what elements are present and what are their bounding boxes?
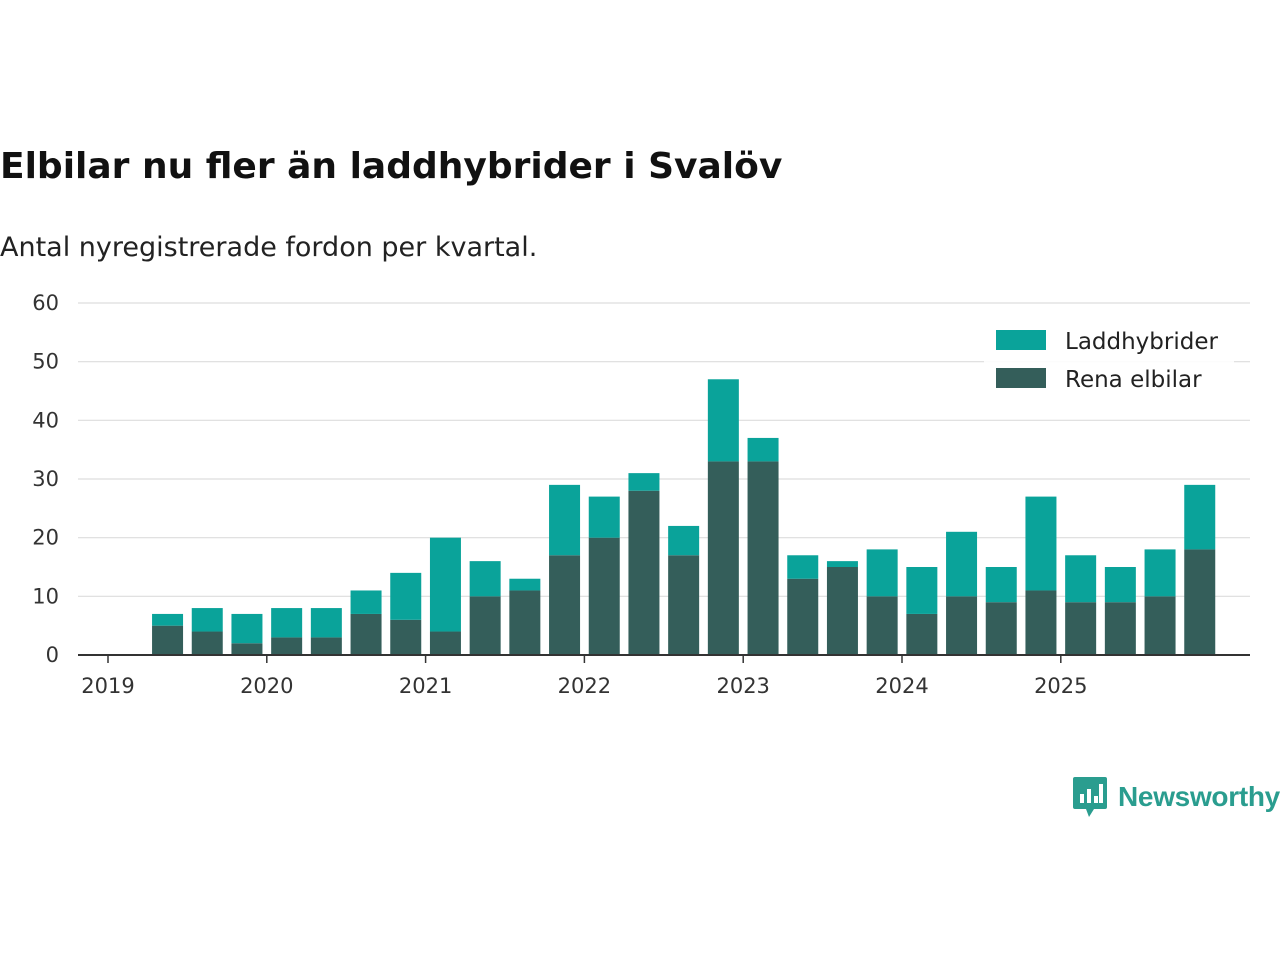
bar-rena-elbilar-2025-q4 <box>1184 549 1216 655</box>
bar-rena-elbilar-2020-q4 <box>390 619 422 655</box>
bar-laddhybrider-2025-q1 <box>1065 555 1097 603</box>
x-tick-label-2023: 2023 <box>716 674 769 698</box>
bar-rena-elbilar-2023-q2 <box>787 578 819 655</box>
bar-rena-elbilar-2023-q3 <box>826 567 858 655</box>
bar-laddhybrider-2023-q1 <box>747 437 779 462</box>
chart-title: Elbilar nu fler än laddhybrider i Svalöv <box>0 146 783 187</box>
legend-swatch-laddhybrider <box>996 330 1046 350</box>
bar-laddhybrider-2019-q4 <box>231 613 263 644</box>
bar-rena-elbilar-2022-q4 <box>707 461 739 655</box>
bar-laddhybrider-2020-q1 <box>271 608 303 638</box>
bar-laddhybrider-2025-q2 <box>1104 567 1136 603</box>
bar-rena-elbilar-2023-q4 <box>866 596 898 655</box>
bar-rena-elbilar-2022-q2 <box>628 490 660 655</box>
y-tick-label-10: 10 <box>32 584 59 608</box>
bar-rena-elbilar-2019-q2 <box>152 625 184 655</box>
y-tick-label-50: 50 <box>32 350 59 374</box>
bar-rena-elbilar-2022-q3 <box>668 555 700 655</box>
newsworthy-logo-icon <box>1073 777 1107 817</box>
x-tick-label-2025: 2025 <box>1034 674 1087 698</box>
bar-rena-elbilar-2021-q4 <box>549 555 581 655</box>
bar-rena-elbilar-2019-q4 <box>231 643 263 655</box>
y-tick-label-30: 30 <box>32 467 59 491</box>
legend-swatch-rena-elbilar <box>996 368 1046 388</box>
bar-laddhybrider-2022-q2 <box>628 473 660 491</box>
bar-laddhybrider-2023-q2 <box>787 555 819 579</box>
x-tick-label-2024: 2024 <box>875 674 928 698</box>
bar-rena-elbilar-2021-q1 <box>429 631 461 655</box>
bar-rena-elbilar-2024-q1 <box>906 613 938 655</box>
bar-laddhybrider-2021-q2 <box>469 561 501 597</box>
bar-laddhybrider-2024-q3 <box>985 567 1017 603</box>
bar-laddhybrider-2024-q1 <box>906 567 938 614</box>
bar-rena-elbilar-2023-q1 <box>747 461 779 655</box>
bar-rena-elbilar-2020-q2 <box>310 637 342 655</box>
bar-laddhybrider-2022-q4 <box>707 379 739 462</box>
legend-label-laddhybrider: Laddhybrider <box>1065 329 1218 355</box>
bar-rena-elbilar-2021-q2 <box>469 596 501 655</box>
bar-rena-elbilar-2019-q3 <box>191 631 223 655</box>
bar-laddhybrider-2020-q3 <box>350 590 382 614</box>
bar-laddhybrider-2020-q2 <box>310 608 342 638</box>
y-tick-label-0: 0 <box>46 643 59 667</box>
bar-laddhybrider-2022-q3 <box>668 525 700 556</box>
bar-laddhybrider-2023-q3 <box>826 561 858 567</box>
y-tick-label-60: 60 <box>32 291 59 315</box>
bars <box>152 379 1216 655</box>
newsworthy-brand: Newsworthy <box>1072 776 1280 818</box>
bar-rena-elbilar-2020-q3 <box>350 613 382 655</box>
x-tick-label-2020: 2020 <box>240 674 293 698</box>
axes: 0 10 20 30 40 50 60 2019 2020 2021 2022 2023 2024 202… <box>32 291 1250 698</box>
legend: Laddhybrider Rena elbilar <box>984 322 1234 408</box>
bar-rena-elbilar-2025-q3 <box>1144 596 1176 655</box>
y-tick-label-40: 40 <box>32 408 59 432</box>
bar-laddhybrider-2021-q3 <box>509 578 541 591</box>
bar-laddhybrider-2020-q4 <box>390 572 422 620</box>
bar-rena-elbilar-2020-q1 <box>271 637 303 655</box>
bar-laddhybrider-2024-q4 <box>1025 496 1057 591</box>
bar-laddhybrider-2019-q3 <box>191 608 223 632</box>
bar-laddhybrider-2019-q2 <box>152 613 184 626</box>
bar-laddhybrider-2024-q2 <box>946 531 978 597</box>
brand-name: Newsworthy <box>1118 781 1280 812</box>
bar-rena-elbilar-2025-q2 <box>1104 602 1136 655</box>
bar-rena-elbilar-2024-q4 <box>1025 590 1057 655</box>
bar-rena-elbilar-2024-q2 <box>946 596 978 655</box>
bar-laddhybrider-2021-q1 <box>429 537 461 632</box>
stacked-bar-chart: 0 10 20 30 40 50 60 2019 2020 2021 2022 2023 2024 202… <box>32 291 1250 698</box>
x-tick-label-2019: 2019 <box>81 674 134 698</box>
bar-rena-elbilar-2025-q1 <box>1065 602 1097 655</box>
bar-laddhybrider-2025-q3 <box>1144 549 1176 597</box>
x-tick-label-2022: 2022 <box>558 674 611 698</box>
bar-laddhybrider-2022-q1 <box>588 496 620 538</box>
y-tick-label-20: 20 <box>32 526 59 550</box>
bar-rena-elbilar-2022-q1 <box>588 537 620 655</box>
x-tick-label-2021: 2021 <box>399 674 452 698</box>
bar-laddhybrider-2023-q4 <box>866 549 898 597</box>
bar-laddhybrider-2021-q4 <box>549 484 581 556</box>
chart-subtitle: Antal nyregistrerade fordon per kvartal. <box>0 232 538 263</box>
bar-rena-elbilar-2021-q3 <box>509 590 541 655</box>
bar-laddhybrider-2025-q4 <box>1184 484 1216 550</box>
legend-label-rena-elbilar: Rena elbilar <box>1065 367 1202 393</box>
bar-rena-elbilar-2024-q3 <box>985 602 1017 655</box>
